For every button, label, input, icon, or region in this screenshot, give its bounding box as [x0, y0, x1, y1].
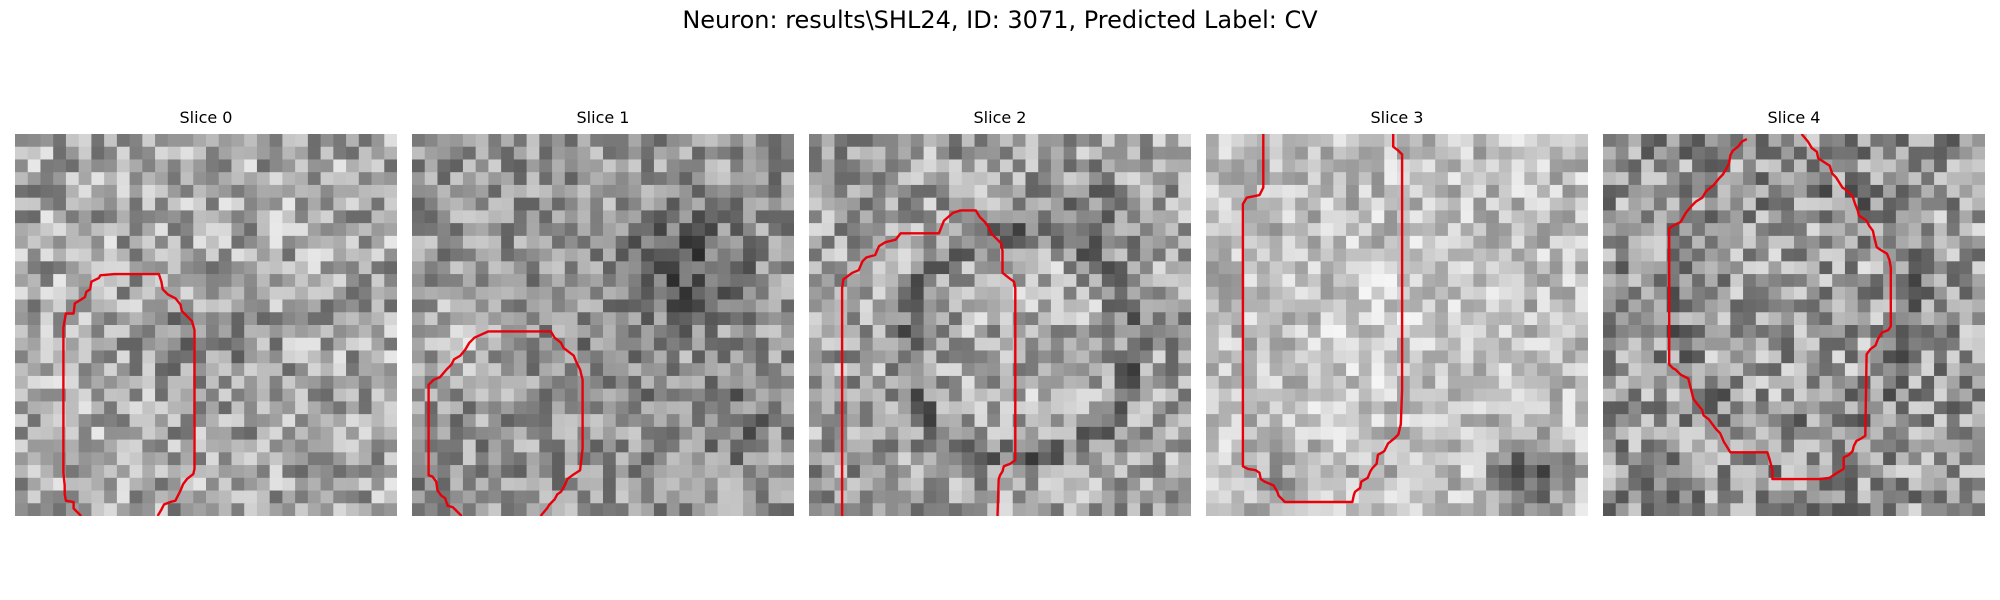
slice-title: Slice 2	[973, 108, 1027, 127]
slice-image-2	[809, 134, 1191, 516]
figure-title: Neuron: results\SHL24, ID: 3071, Predict…	[682, 6, 1318, 34]
segmentation-contour	[1667, 134, 1892, 481]
slice-image-3	[1206, 134, 1588, 516]
slice-panel-0: Slice 0	[15, 108, 397, 518]
slice-panel-1: Slice 1	[412, 108, 794, 518]
segmentation-contour	[840, 209, 1017, 516]
segmentation-contour	[427, 330, 584, 516]
slice-title: Slice 0	[179, 108, 233, 127]
slice-image-4	[1603, 134, 1985, 516]
segmentation-contour	[1241, 134, 1404, 504]
pixel-grid	[809, 134, 1191, 516]
pixel-grid	[1603, 134, 1985, 516]
pixel-grid	[1206, 134, 1588, 516]
slice-panel-4: Slice 4	[1603, 108, 1985, 518]
slice-panel-3: Slice 3	[1206, 108, 1588, 518]
slice-image-1	[412, 134, 794, 516]
slice-title: Slice 3	[1370, 108, 1424, 127]
slice-title: Slice 1	[576, 108, 630, 127]
slice-title: Slice 4	[1767, 108, 1821, 127]
pixel-grid	[15, 134, 397, 516]
slice-panel-2: Slice 2	[809, 108, 1191, 518]
slice-image-0	[15, 134, 397, 516]
pixel-grid	[412, 134, 794, 516]
segmentation-contour	[62, 272, 196, 516]
